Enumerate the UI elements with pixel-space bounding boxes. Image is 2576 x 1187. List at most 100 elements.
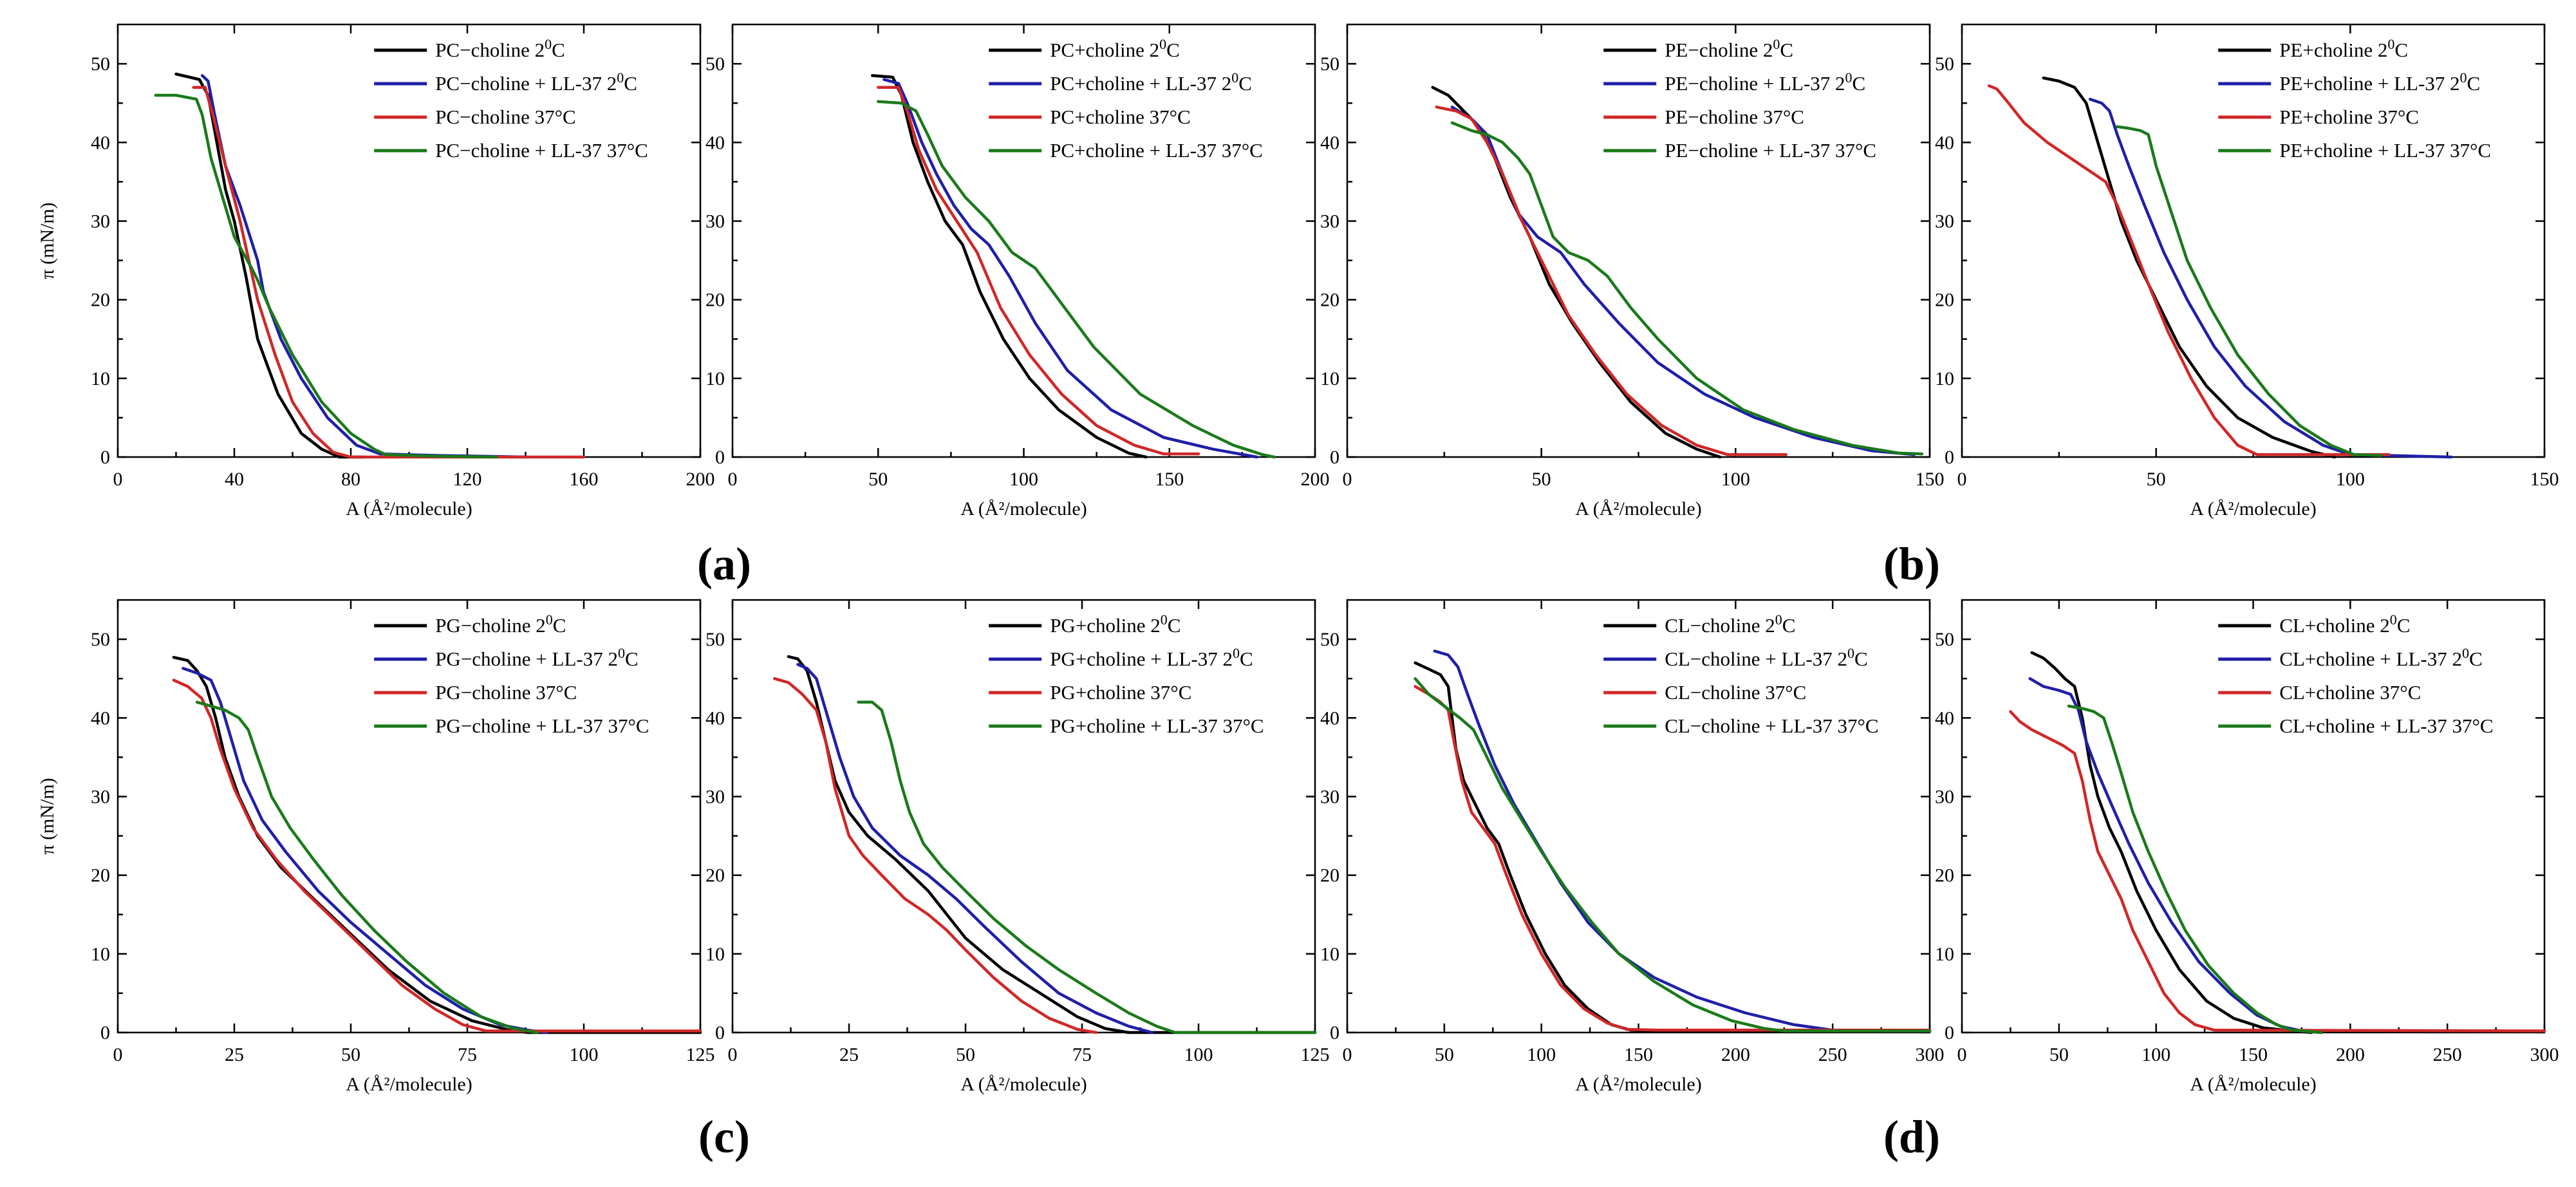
legend-label-2: PE−choline + LL-37 20C: [1665, 70, 1865, 95]
chart-panel-pe-plus: 0 50 100 150 0 10 20 30 40 50 A (Å²/molecule) PE+ch…: [1935, 23, 2559, 519]
legend-label-4: PE+choline + LL-37 37°C: [2279, 139, 2491, 162]
series-line-2: [1433, 650, 1932, 1033]
y-tick-label: 20: [1935, 290, 1954, 311]
legend-label-2: PC−choline + LL-37 20C: [435, 70, 637, 95]
chart-panel-cl-minus: 0 50 100 150 200 250 300 0 10 20 30 40 50 A (Å²/molec…: [1320, 599, 1945, 1095]
y-tick-label: 10: [705, 944, 725, 965]
x-tick-label: 75: [458, 1044, 477, 1065]
legend-label-1: CL+choline 20C: [2279, 612, 2410, 637]
y-tick-label: 10: [91, 368, 110, 389]
x-tick-label: 100: [2336, 469, 2365, 490]
y-tick-label: 30: [1320, 210, 1339, 232]
series-line-1: [1431, 86, 1722, 459]
y-tick-label: 0: [1330, 1022, 1339, 1043]
x-tick-label: 0: [1957, 469, 1967, 490]
legend-label-2: PC+choline + LL-37 20C: [1050, 70, 1252, 95]
x-tick-label: 100: [2142, 1044, 2170, 1065]
legend-label-1: PC+choline 20C: [1050, 36, 1180, 61]
y-tick-label: 50: [91, 629, 110, 650]
x-tick-label: 50: [341, 1044, 360, 1065]
y-tick-label: 10: [1320, 944, 1339, 965]
series-line-1: [2030, 651, 2313, 1034]
legend-label-4: PG−choline + LL-37 37°C: [435, 715, 649, 737]
x-tick-label: 100: [1184, 1044, 1213, 1065]
y-tick-label: 30: [91, 786, 110, 807]
x-tick-label: 300: [2530, 1044, 2559, 1065]
y-tick-label: 0: [715, 1022, 725, 1043]
y-tick-label: 30: [1935, 786, 1954, 807]
y-tick-label: 10: [91, 944, 110, 965]
x-axis-label: A (Å²/molecule): [2190, 1074, 2316, 1095]
chart-panel-pc-minus: 0 40 80 120 160 200 0 10 20 30 40 50 A (Å²/molecule)…: [37, 23, 715, 519]
y-tick-label: 20: [1935, 865, 1954, 886]
series-line-3: [877, 86, 1200, 456]
y-tick-label: 10: [705, 368, 725, 389]
series-line-1: [787, 655, 1317, 1034]
y-tick-label: 30: [1935, 210, 1954, 232]
panel-label-c: (c): [698, 1111, 750, 1163]
x-tick-label: 0: [1957, 1044, 1967, 1065]
legend-label-3: PE+choline 37°C: [2279, 106, 2419, 128]
legend-label-2: PG−choline + LL-37 20C: [435, 645, 638, 670]
panel-label-d: (d): [1883, 1111, 1940, 1163]
y-tick-label: 50: [1935, 629, 1954, 650]
x-tick-label: 0: [113, 469, 123, 490]
legend-label-2: CL−choline + LL-37 20C: [1665, 645, 1867, 670]
x-axis-label: A (Å²/molecule): [960, 1074, 1087, 1095]
x-axis-label: A (Å²/molecule): [960, 498, 1087, 519]
x-tick-label: 50: [1435, 1044, 1454, 1065]
x-tick-label: 50: [2147, 469, 2166, 490]
panel-label-b: (b): [1883, 538, 1940, 590]
legend-label-3: PC−choline 37°C: [435, 106, 575, 128]
x-tick-label: 125: [1301, 1044, 1330, 1065]
x-axis-label: A (Å²/molecule): [1575, 498, 1701, 519]
x-axis-label: A (Å²/molecule): [346, 498, 472, 519]
x-tick-label: 75: [1072, 1044, 1092, 1065]
series-line-1: [2042, 76, 2337, 459]
x-tick-label: 25: [839, 1044, 859, 1065]
panel-label-a: (a): [697, 538, 751, 590]
x-tick-label: 150: [1155, 469, 1184, 490]
legend-label-1: PG−choline 20C: [435, 612, 566, 637]
y-tick-label: 40: [1935, 132, 1954, 153]
series-line-4: [2116, 125, 2383, 457]
series-line-4: [1450, 121, 1924, 456]
legend-label-3: CL+choline 37°C: [2279, 681, 2421, 704]
series-line-4: [877, 100, 1276, 459]
x-axis-label: A (Å²/molecule): [1575, 1074, 1701, 1095]
x-tick-label: 50: [956, 1044, 975, 1065]
y-tick-label: 0: [100, 447, 110, 468]
series-line-4: [2067, 704, 2323, 1034]
y-tick-label: 40: [705, 132, 725, 153]
x-tick-label: 150: [1916, 469, 1945, 490]
chart-panel-pe-minus: 0 50 100 150 0 10 20 30 40 50 A (Å²/molecule) PE−ch…: [1320, 23, 1945, 519]
legend-label-2: CL+choline + LL-37 20C: [2279, 645, 2482, 670]
chart-panel-cl-plus: 0 50 100 150 200 250 300 0 10 20 30 40 50 A (Å²/molec…: [1935, 599, 2559, 1095]
series-line-3: [172, 678, 702, 1033]
series-line-2: [2028, 677, 2323, 1034]
y-tick-label: 10: [1935, 944, 1954, 965]
y-tick-label: 30: [705, 210, 725, 232]
y-tick-label: 40: [91, 132, 110, 153]
y-axis-label: π (mN/m): [37, 202, 58, 279]
x-tick-label: 150: [2239, 1044, 2268, 1065]
chart-panel-pg-plus: 0 25 50 75 100 125 0 10 20 30 40 50 A (Å²/molecule) P…: [705, 599, 1330, 1095]
y-tick-label: 40: [1935, 707, 1954, 729]
y-tick-label: 0: [1330, 447, 1339, 468]
legend-label-3: CL−choline 37°C: [1665, 681, 1806, 704]
x-tick-label: 100: [1721, 469, 1750, 490]
legend-label-3: PC+choline 37°C: [1050, 106, 1190, 128]
x-tick-label: 0: [113, 1044, 123, 1065]
x-tick-label: 100: [1009, 469, 1038, 490]
legend-label-1: PG+choline 20C: [1050, 612, 1181, 637]
series-line-3: [1414, 685, 1932, 1032]
x-axis-label: A (Å²/molecule): [2190, 498, 2316, 519]
series-line-4: [154, 93, 498, 459]
x-tick-label: 160: [570, 469, 599, 490]
y-tick-label: 50: [705, 53, 725, 75]
series-line-3: [1987, 84, 2391, 456]
x-tick-label: 50: [868, 469, 888, 490]
y-tick-label: 10: [1935, 368, 1954, 389]
y-tick-label: 0: [715, 447, 725, 468]
